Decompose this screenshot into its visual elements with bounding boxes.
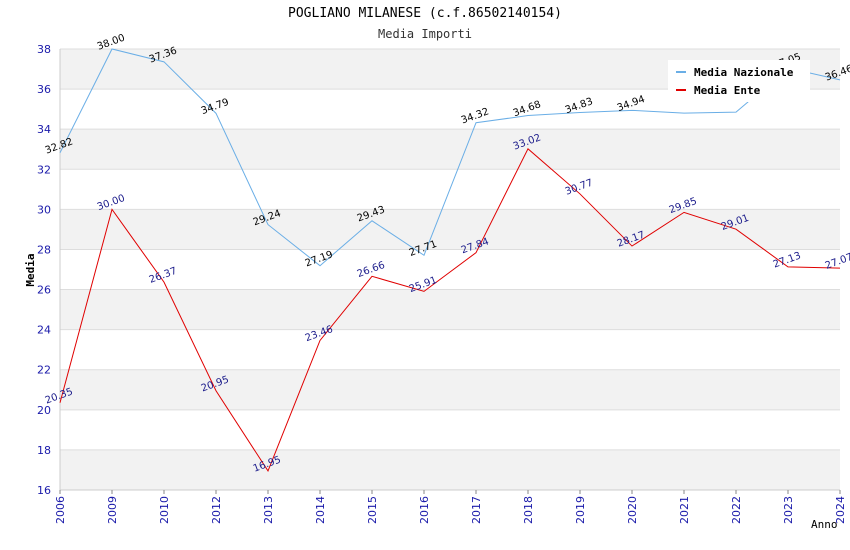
- x-tick-label: 2018: [522, 496, 535, 524]
- data-label: 34.68: [512, 99, 543, 119]
- y-tick-label: 30: [37, 203, 51, 216]
- data-label: 34.32: [460, 106, 491, 126]
- x-tick-label: 2015: [366, 496, 379, 524]
- y-tick-label: 24: [37, 324, 51, 337]
- series-lines: [59, 48, 841, 473]
- legend-item-nazionale: Media Nazionale: [676, 64, 793, 80]
- x-tick-label: 2024: [834, 496, 847, 524]
- x-tick-label: 2014: [314, 496, 327, 524]
- x-tick-label: 2023: [782, 496, 795, 524]
- y-tick-labels: 16 18 20 22 24 26 28 30 32 34 36 38: [37, 43, 51, 497]
- x-tick-label: 2016: [418, 496, 431, 524]
- x-tick-label: 2021: [678, 496, 691, 524]
- x-tick-label: 2017: [470, 496, 483, 524]
- series-line-media-nazionale: [59, 48, 841, 267]
- y-tick-label: 38: [37, 43, 51, 56]
- x-tick-label: 2019: [574, 496, 587, 524]
- series-line-media-ente: [59, 148, 841, 473]
- axes: [59, 49, 841, 494]
- data-label: 34.83: [564, 96, 595, 116]
- x-tick-label: 2009: [106, 496, 119, 524]
- x-tick-label: 2020: [626, 496, 639, 524]
- y-tick-label: 28: [37, 243, 51, 256]
- legend-item-ente: Media Ente: [676, 82, 760, 98]
- x-tick-label: 2010: [158, 496, 171, 524]
- legend-label: Media Ente: [694, 83, 761, 97]
- data-label: 30.77: [564, 178, 595, 198]
- x-axis-label: Anno: [811, 518, 838, 531]
- data-label: 34.79: [200, 97, 231, 117]
- x-tick-labels: 2006 2009 2010 2012 2013 2014 2015 2016 2017 2018…: [54, 496, 847, 524]
- y-tick-label: 34: [37, 123, 51, 136]
- grid-band: [60, 449, 840, 490]
- y-tick-label: 36: [37, 83, 51, 96]
- y-tick-label: 32: [37, 163, 51, 176]
- x-tick-label: 2006: [54, 496, 67, 524]
- legend-swatch: [676, 71, 686, 73]
- y-tick-label: 16: [37, 484, 51, 497]
- legend-swatch: [676, 89, 686, 91]
- grid-lines: [60, 48, 840, 491]
- y-tick-label: 20: [37, 404, 51, 417]
- y-tick-label: 26: [37, 284, 51, 297]
- grid-bands: [60, 49, 840, 490]
- y-tick-label: 18: [37, 444, 51, 457]
- grid-band: [60, 369, 840, 410]
- grid-band: [60, 129, 840, 170]
- data-label: 27.19: [304, 249, 335, 269]
- y-axis-label: Media: [24, 253, 37, 286]
- y-tick-label: 22: [37, 364, 51, 377]
- chart-subtitle: Media Importi: [378, 27, 472, 41]
- x-tick-label: 2013: [262, 496, 275, 524]
- grid-band: [60, 209, 840, 250]
- data-label: 26.37: [148, 266, 179, 286]
- data-label: 27.07: [824, 252, 850, 272]
- x-tick-label: 2022: [730, 496, 743, 524]
- grid-band: [60, 289, 840, 330]
- legend-label: Media Nazionale: [694, 65, 794, 79]
- x-tick-label: 2012: [210, 496, 223, 524]
- legend: Media Nazionale Media Ente: [668, 60, 810, 102]
- chart-title: POGLIANO MILANESE (c.f.86502140154): [288, 6, 562, 21]
